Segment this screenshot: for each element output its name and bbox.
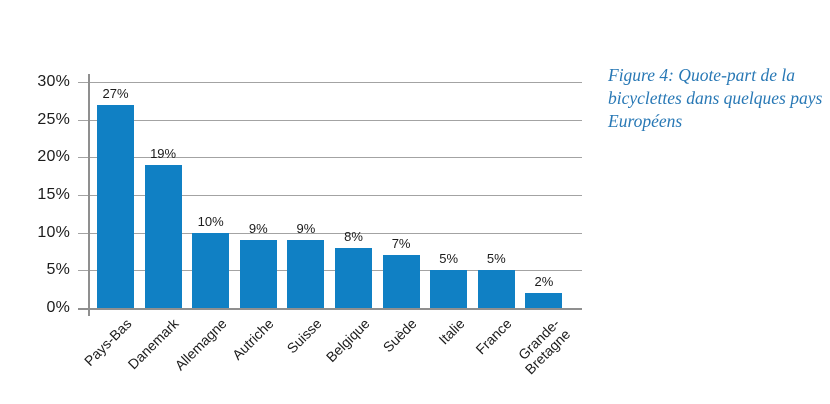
bar [430,270,468,308]
bar-value-label: 10% [197,213,224,229]
bar [477,270,515,308]
bar [97,104,134,308]
bar-value-label: 19% [150,145,177,161]
gridline [78,232,582,234]
bar [335,247,372,308]
x-axis-label: France [472,315,515,358]
bar-value-label: 9% [296,221,316,237]
gridline [78,157,582,159]
bar [192,232,230,308]
gridline [78,119,582,121]
y-axis-label: 0% [46,299,70,316]
figure-caption-line: Figure 4: Quote-part de la [608,65,795,85]
x-axis-label: Autriche [229,315,277,363]
bar [239,240,277,308]
y-axis-label: 20% [37,148,70,166]
figure-caption: Figure 4: Quote-part de la bicyclettes d… [608,64,830,133]
y-axis-label: 5% [46,261,70,279]
figure-caption-line: Européens [608,111,683,131]
bar [525,292,563,308]
gridline [78,82,582,83]
x-axis [78,308,582,310]
bar-chart: 0% 5% 10% 15% 20% 25% 30% 27% Pays-Bas 19% Danemar… [37,73,582,378]
bar [287,240,325,308]
bar-value-label: 5% [439,251,459,267]
gridline [78,195,582,196]
y-axis-label: 15% [37,186,70,203]
bar-value-label: 2% [534,273,554,289]
x-axis-label: Suède [379,315,420,356]
x-axis-label: Belgique [322,315,373,366]
y-axis-label: 30% [37,73,70,90]
y-axis-label: 10% [37,223,70,241]
bar-value-label: 7% [391,236,411,252]
bar-value-label: 27% [102,85,129,101]
figure-caption-line: bicyclettes dans quelques pays [608,88,823,108]
x-axis-label: Suisse [283,315,325,357]
gridline [78,270,582,272]
bar-value-label: 8% [344,228,363,244]
bar [144,164,182,308]
bar-value-label: 9% [248,221,268,237]
x-axis-label: Italie [435,315,468,348]
bar [382,255,420,308]
bar-value-label: 5% [486,251,506,267]
y-axis [88,74,90,316]
x-axis-label: Grande- Bretagne [514,315,574,378]
y-axis-label: 25% [37,110,70,128]
